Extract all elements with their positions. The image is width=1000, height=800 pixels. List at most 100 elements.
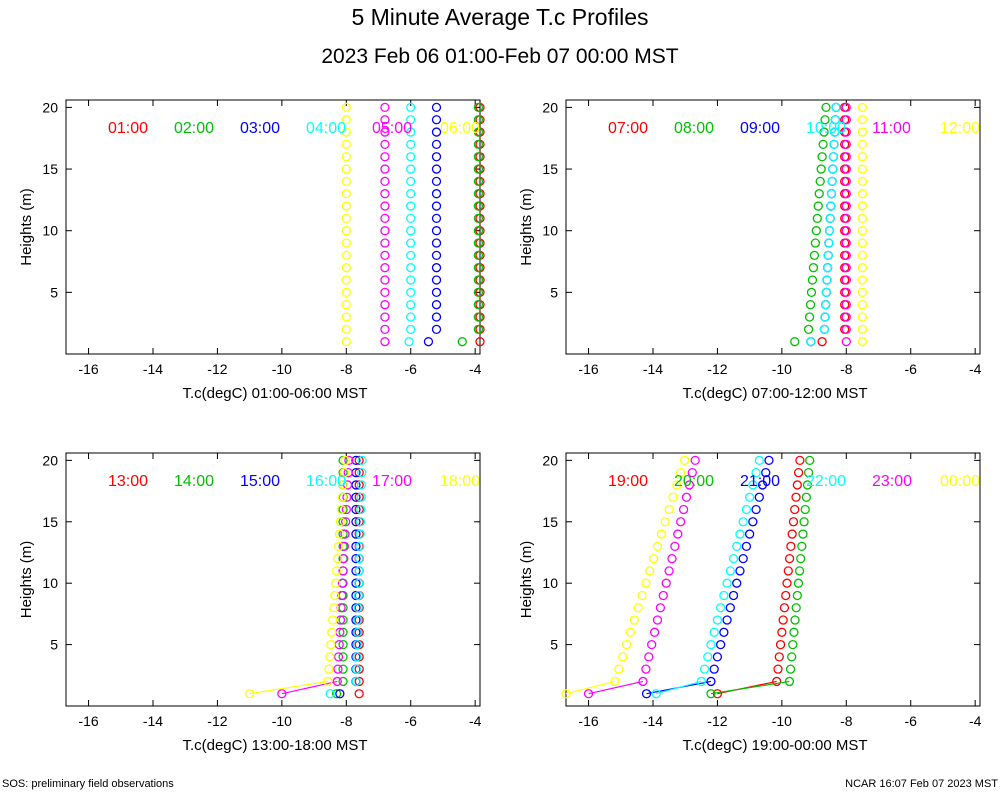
data-point: [841, 189, 851, 199]
data-point: [841, 275, 851, 285]
data-point: [625, 627, 636, 637]
data-point: [380, 102, 390, 113]
x-tick-label: -12: [207, 713, 227, 729]
data-point: [637, 590, 647, 601]
data-point: [658, 590, 668, 601]
data-point: [810, 238, 821, 248]
data-point: [326, 639, 336, 650]
x-tick-label: -4: [969, 713, 982, 729]
data-point: [644, 652, 654, 662]
data-point: [338, 566, 348, 576]
data-point: [327, 627, 337, 637]
data-point: [664, 504, 674, 515]
data-point: [660, 517, 670, 527]
data-point: [641, 689, 652, 699]
data-point: [725, 603, 735, 613]
data-point: [380, 115, 390, 125]
data-point: [277, 689, 287, 699]
y-axis-label: Heights (m): [518, 188, 535, 266]
x-tick-label: -6: [905, 713, 918, 729]
data-point: [841, 238, 851, 248]
data-point: [754, 492, 764, 502]
series-line: [281, 680, 338, 695]
data-point: [841, 300, 851, 310]
data-point: [648, 553, 659, 564]
data-point: [341, 176, 351, 187]
data-point: [331, 578, 341, 588]
data-point: [841, 337, 851, 347]
data-point: [406, 300, 416, 310]
x-axis-label: T.c(degC) 01:00-06:00 MST: [182, 385, 367, 402]
legend-entry: 16:00: [306, 473, 346, 490]
data-point: [244, 689, 255, 699]
data-point: [841, 312, 851, 322]
data-point: [857, 312, 868, 322]
data-point: [748, 480, 758, 490]
y-tick-label: 5: [550, 284, 558, 300]
x-tick-label: -8: [340, 713, 353, 729]
legend-entry: 05:00: [372, 120, 412, 137]
data-point: [791, 492, 801, 502]
data-point: [341, 164, 351, 174]
data-point: [338, 676, 348, 687]
data-point: [351, 578, 361, 588]
data-point: [473, 263, 484, 273]
data-point: [668, 492, 678, 502]
data-point: [351, 455, 361, 466]
data-point: [473, 164, 484, 174]
data-point: [647, 639, 657, 650]
y-axis-label: Heights (m): [518, 541, 535, 619]
x-tick-label: -14: [643, 361, 663, 377]
data-point: [351, 664, 362, 674]
data-point: [706, 676, 716, 687]
data-point: [431, 213, 442, 224]
data-point: [380, 226, 390, 236]
legend-entry: 07:00: [608, 120, 648, 137]
data-point: [406, 127, 416, 137]
data-point: [354, 566, 364, 576]
data-point: [788, 517, 799, 527]
data-point: [473, 201, 484, 211]
data-point: [841, 115, 851, 125]
data-point: [696, 676, 706, 687]
data-point: [732, 541, 742, 551]
data-point: [351, 553, 361, 564]
data-point: [782, 578, 792, 588]
data-point: [797, 541, 807, 551]
data-point: [805, 300, 816, 310]
legend-entry: 06:00: [440, 120, 480, 137]
data-point: [638, 676, 648, 687]
data-point: [719, 627, 729, 637]
data-point: [813, 201, 823, 211]
data-point: [794, 566, 805, 576]
data-point: [857, 324, 868, 334]
data-point: [406, 176, 416, 187]
data-point: [342, 480, 353, 490]
data-point: [354, 664, 364, 674]
x-tick-label: -12: [707, 361, 727, 377]
data-point: [342, 492, 352, 502]
data-point: [473, 176, 484, 187]
data-point: [406, 324, 416, 334]
data-point: [841, 164, 851, 174]
data-point: [822, 263, 833, 273]
data-point: [473, 250, 484, 261]
data-point: [804, 312, 815, 322]
legend-entry: 23:00: [872, 473, 912, 490]
data-point: [820, 312, 830, 322]
legend-entry: 21:00: [740, 473, 780, 490]
data-point: [706, 689, 716, 699]
data-point: [341, 300, 351, 310]
data-point: [706, 639, 716, 650]
legend-entry: 20:00: [674, 473, 714, 490]
data-point: [337, 590, 347, 601]
data-point: [431, 287, 442, 297]
data-point: [404, 337, 414, 347]
x-tick-label: -6: [405, 713, 418, 729]
data-point: [629, 615, 639, 625]
data-point: [406, 139, 416, 150]
data-point: [473, 287, 484, 297]
data-point: [709, 664, 719, 674]
footer-disclaimer: SOS: preliminary field observations: [2, 778, 174, 790]
data-point: [406, 213, 416, 224]
